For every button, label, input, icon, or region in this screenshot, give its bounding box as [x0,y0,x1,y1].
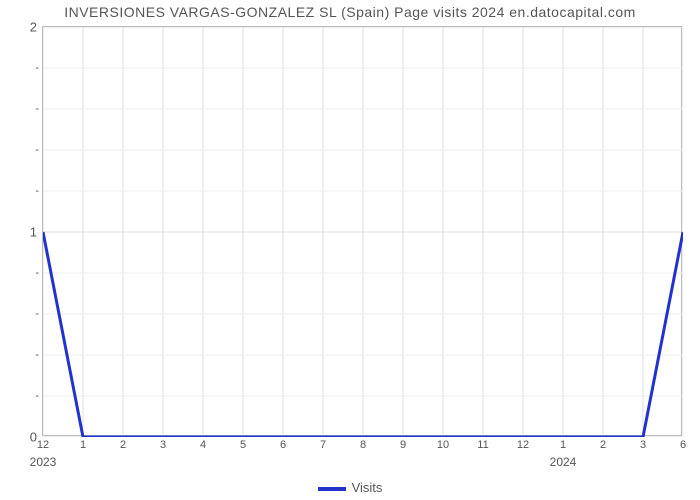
x-year-label: 2024 [550,435,577,469]
y-minor-tick: - [35,103,43,115]
y-minor-tick: - [35,185,43,197]
x-tick-label: 2 [120,435,126,451]
x-tick-label: 3 [640,435,646,451]
x-tick-label: 9 [400,435,406,451]
legend: Visits [0,480,700,495]
x-tick-label: 8 [360,435,366,451]
x-tick-label: 12 [517,435,529,451]
chart-title: INVERSIONES VARGAS-GONZALEZ SL (Spain) P… [0,4,700,20]
x-tick-label: 4 [200,435,206,451]
y-minor-tick: - [35,349,43,361]
x-tick-label: 1 [80,435,86,451]
legend-swatch [318,487,346,491]
x-tick-label: 6 [680,435,686,451]
x-tick-label: 10 [437,435,449,451]
x-tick-label: 3 [160,435,166,451]
y-minor-tick: - [35,144,43,156]
x-tick-label: 7 [320,435,326,451]
y-minor-tick: - [35,390,43,402]
x-tick-label: 5 [240,435,246,451]
x-tick-label: 6 [280,435,286,451]
x-year-label: 2023 [30,435,57,469]
y-tick-label: 2 [30,20,43,35]
x-tick-label: 2 [600,435,606,451]
x-tick-label: 11 [477,435,488,451]
chart-svg [43,27,683,437]
y-minor-tick: - [35,62,43,74]
y-minor-tick: - [35,267,43,279]
legend-label: Visits [352,480,383,495]
y-minor-tick: - [35,308,43,320]
y-tick-label: 1 [30,225,43,240]
plot-area: 012--------12123456789101112123620232024 [42,26,682,436]
